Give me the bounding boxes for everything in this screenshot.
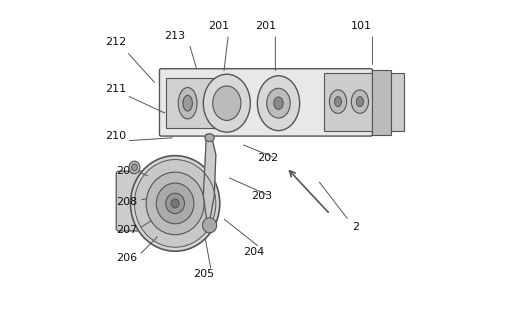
Ellipse shape xyxy=(134,160,215,247)
Ellipse shape xyxy=(356,97,362,106)
Ellipse shape xyxy=(130,156,219,251)
Text: 206: 206 xyxy=(116,253,137,263)
Ellipse shape xyxy=(257,76,299,131)
Ellipse shape xyxy=(183,95,192,111)
Ellipse shape xyxy=(266,88,290,118)
Ellipse shape xyxy=(129,161,139,174)
Text: 101: 101 xyxy=(350,21,371,32)
Text: 2: 2 xyxy=(351,222,358,232)
Text: 209: 209 xyxy=(116,166,137,175)
FancyBboxPatch shape xyxy=(116,171,157,231)
Ellipse shape xyxy=(329,90,346,113)
Text: 210: 210 xyxy=(105,131,126,141)
Text: 213: 213 xyxy=(164,31,185,41)
Text: 202: 202 xyxy=(257,153,277,163)
Text: 208: 208 xyxy=(116,197,137,207)
Ellipse shape xyxy=(156,183,193,224)
Text: 204: 204 xyxy=(242,247,264,257)
Ellipse shape xyxy=(165,193,184,214)
Bar xyxy=(390,73,403,131)
Ellipse shape xyxy=(202,218,216,233)
Polygon shape xyxy=(203,135,215,230)
Text: 205: 205 xyxy=(192,269,213,279)
Ellipse shape xyxy=(146,172,204,235)
Ellipse shape xyxy=(212,86,240,120)
Ellipse shape xyxy=(178,88,196,119)
Ellipse shape xyxy=(205,134,214,142)
Ellipse shape xyxy=(131,164,137,171)
Ellipse shape xyxy=(273,97,282,109)
Text: 207: 207 xyxy=(116,225,137,235)
Text: 203: 203 xyxy=(250,191,271,201)
Text: 212: 212 xyxy=(105,37,126,47)
Text: 201: 201 xyxy=(255,21,276,32)
Bar xyxy=(165,78,215,128)
Text: 201: 201 xyxy=(208,21,229,32)
Ellipse shape xyxy=(334,97,341,106)
Bar xyxy=(323,73,372,131)
Text: 211: 211 xyxy=(105,84,126,94)
Ellipse shape xyxy=(351,90,368,113)
FancyBboxPatch shape xyxy=(159,69,372,136)
Ellipse shape xyxy=(203,74,250,132)
Ellipse shape xyxy=(171,199,179,208)
Bar xyxy=(372,70,390,135)
